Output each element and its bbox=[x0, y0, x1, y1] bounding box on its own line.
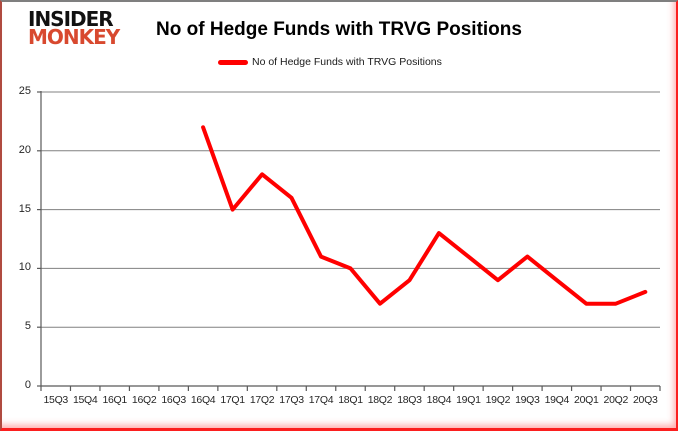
x-axis-tick-label: 19Q3 bbox=[515, 394, 540, 406]
y-axis-tick-label: 20 bbox=[18, 143, 31, 156]
x-axis-tick-label: 19Q4 bbox=[544, 394, 570, 406]
x-axis-tick-label: 17Q3 bbox=[279, 394, 304, 406]
y-axis-tick-label: 25 bbox=[18, 85, 31, 97]
chart-title: No of Hedge Funds with TRVG Positions bbox=[156, 19, 522, 40]
x-axis-tick-label: 16Q2 bbox=[131, 394, 157, 406]
x-axis-tick-label: 15Q3 bbox=[43, 394, 68, 406]
x-axis-tick-label: 16Q1 bbox=[102, 394, 127, 406]
legend-label: No of Hedge Funds with TRVG Positions bbox=[252, 56, 442, 68]
x-axis-tick-label: 18Q2 bbox=[367, 394, 393, 406]
x-axis-tick-label: 18Q1 bbox=[338, 394, 363, 406]
x-axis-tick-label: 17Q1 bbox=[220, 394, 245, 406]
x-axis-tick-label: 15Q4 bbox=[72, 394, 98, 406]
y-axis-tick-label: 0 bbox=[24, 379, 31, 391]
x-axis-tick-label: 19Q1 bbox=[456, 394, 481, 406]
x-axis-tick-label: 17Q4 bbox=[308, 394, 334, 406]
x-axis-tick-label: 16Q3 bbox=[161, 394, 186, 406]
y-axis-tick-label: 10 bbox=[18, 261, 31, 274]
insider-monkey-logo: INSIDER MONKEY bbox=[28, 7, 120, 50]
legend-line-icon bbox=[218, 59, 248, 65]
logo-text-monkey: MONKEY bbox=[28, 25, 120, 50]
x-axis-tick-label: 18Q3 bbox=[397, 394, 422, 406]
x-axis-tick-label: 17Q2 bbox=[249, 394, 275, 406]
y-axis-tick-label: 15 bbox=[18, 202, 31, 215]
x-axis-tick-label: 20Q1 bbox=[574, 394, 599, 406]
x-axis-tick-label: 20Q2 bbox=[603, 394, 629, 406]
x-axis-tick-label: 20Q3 bbox=[633, 394, 658, 406]
y-axis-tick-label: 5 bbox=[24, 320, 31, 333]
x-axis-tick-label: 19Q2 bbox=[485, 394, 511, 406]
x-axis-tick-label: 16Q4 bbox=[190, 394, 216, 406]
logo-text-insider: INSIDER bbox=[28, 7, 114, 31]
x-axis-tick-label: 18Q4 bbox=[426, 394, 452, 406]
series-line bbox=[201, 125, 648, 306]
legend: No of Hedge Funds with TRVG Positions bbox=[218, 56, 442, 68]
